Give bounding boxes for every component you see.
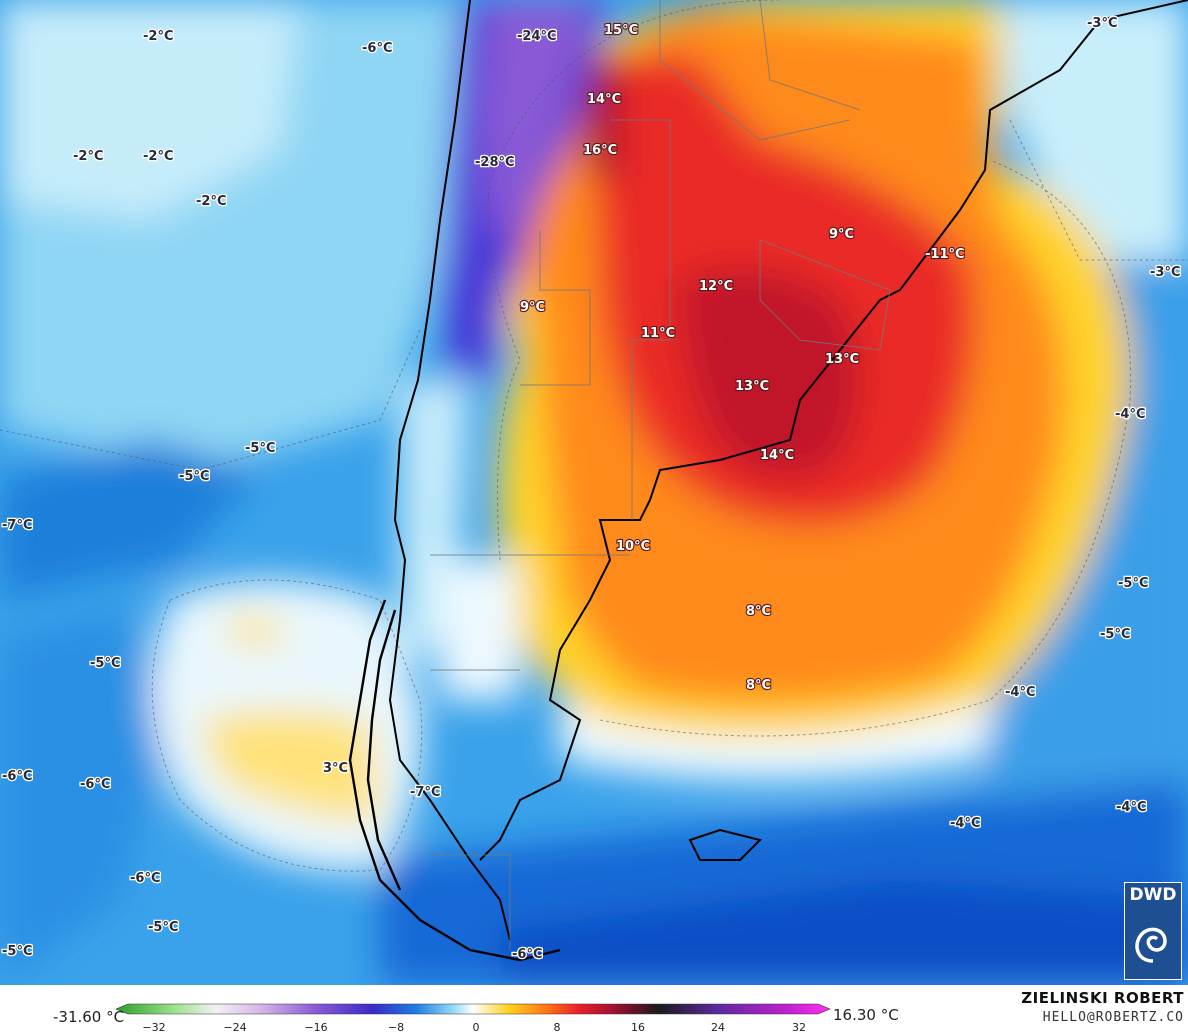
temp-label: 16°C [583,143,617,158]
temp-label: -5°C [1118,576,1148,591]
temp-label: -4°C [1005,685,1035,700]
legend-tick: 32 [792,1021,806,1034]
legend-min-value: -31.60 °C [53,1008,125,1026]
temp-label: 9°C [829,227,854,242]
coastline [388,0,1188,941]
temp-label: -6°C [2,769,32,784]
legend [0,985,1188,1035]
author-email: HELLO@ROBERTZ.CO [1042,1010,1184,1025]
temp-label: -6°C [512,947,542,962]
legend-tick: −8 [387,1021,405,1034]
temp-label: -5°C [90,656,120,671]
temperature-labels: -2°C -6°C -24°C 15°C -3°C 14°C -2°C -2°C… [1,15,1182,964]
dwd-logo: DWD [1124,882,1182,980]
temperature-map: -2°C -6°C -24°C 15°C -3°C 14°C -2°C -2°C… [0,0,1188,985]
temp-label: 8°C [746,604,771,619]
temp-label: 10°C [616,539,650,554]
temp-label: -4°C [1115,407,1145,422]
legend-max-value: 16.30 °C [833,1006,899,1024]
temp-label: -2°C [196,194,226,209]
temp-label: -5°C [1100,627,1130,642]
temp-label: -7°C [2,518,32,533]
temp-label: -28°C [475,155,515,170]
temp-label: -2°C [143,29,173,44]
legend-tick: −24 [223,1021,247,1034]
temp-label: -7°C [410,785,440,800]
temp-label: 12°C [699,279,733,294]
temp-label: 3°C [323,761,348,776]
temp-label: 11°C [641,326,675,341]
temp-label: -6°C [362,41,392,56]
temp-label: -6°C [80,777,110,792]
temp-label: 14°C [760,448,794,463]
temp-label: -5°C [179,469,209,484]
isotherm-contours [0,0,1188,872]
temp-label: -2°C [143,149,173,164]
temp-label: 13°C [735,379,769,394]
temperature-field [0,0,1188,985]
province-borders [430,0,891,950]
temp-label: 15°C [604,23,638,38]
legend-tick: −16 [304,1021,328,1034]
legend-tick: 8 [553,1021,561,1034]
temp-label: 9°C [520,300,545,315]
temp-label: -24°C [517,29,557,44]
temp-label: -3°C [1150,265,1180,280]
legend-tick: 16 [631,1021,645,1034]
dwd-logo-text: DWD [1129,885,1177,905]
temp-label: -5°C [148,920,178,935]
temp-label: -4°C [950,816,980,831]
temp-label: 14°C [587,92,621,107]
temp-label: -6°C [130,871,160,886]
temp-label: -3°C [1087,16,1117,31]
temp-label: -11°C [925,247,965,262]
legend-tick: 0 [472,1021,480,1034]
swirl-icon [1135,927,1167,963]
temp-label: 13°C [825,352,859,367]
temp-label: -5°C [245,441,275,456]
temp-label: -5°C [2,944,32,959]
temp-label: -2°C [73,149,103,164]
temp-label: 8°C [746,678,771,693]
temp-label: -4°C [1116,800,1146,815]
patagonia-fjords [348,599,561,962]
author-name: ZIELINSKI ROBERT [1021,989,1184,1007]
colorbar [115,1003,831,1015]
legend-tick: 24 [711,1021,725,1034]
legend-tick: −32 [142,1021,166,1034]
